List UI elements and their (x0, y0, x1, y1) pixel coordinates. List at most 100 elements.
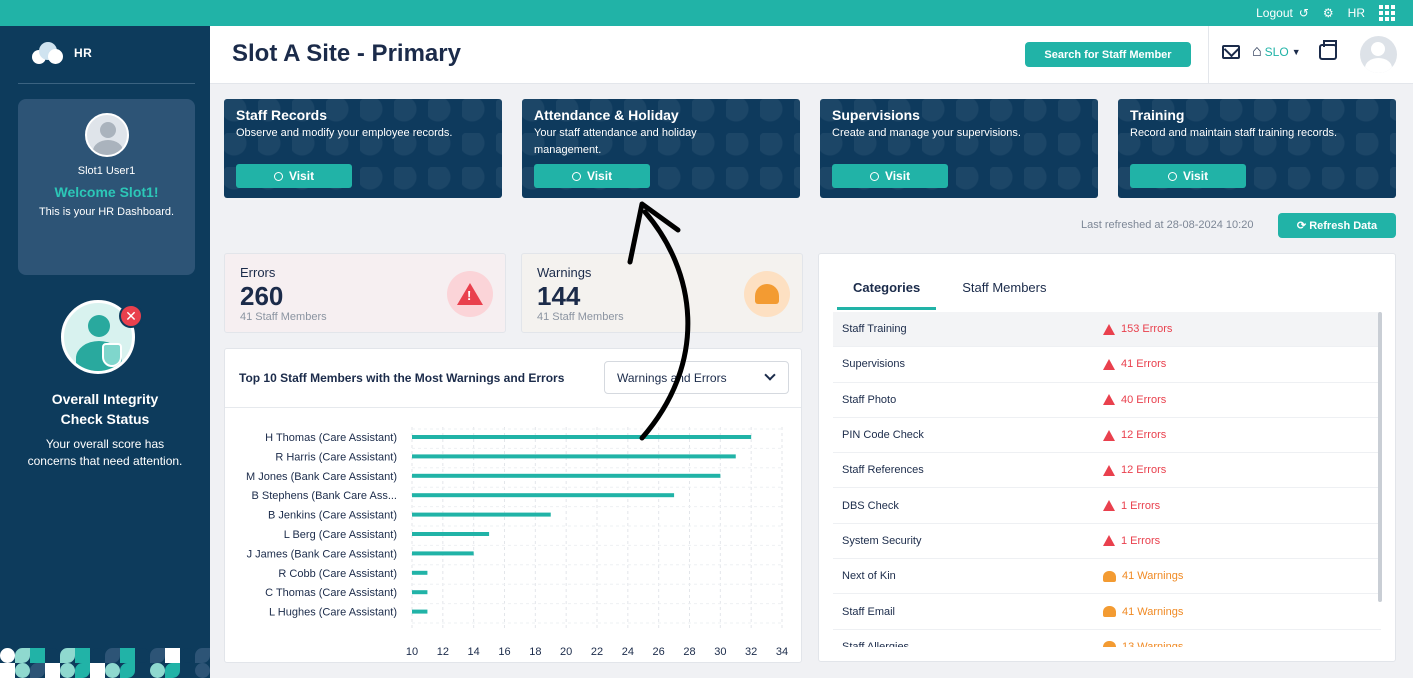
category-name: Staff Training (842, 323, 907, 336)
x-tick-label: 24 (622, 646, 634, 658)
x-tick-label: 10 (406, 646, 418, 658)
category-name: DBS Check (842, 499, 899, 512)
visit-training-button[interactable]: Visit (1130, 164, 1246, 188)
tab-categories[interactable]: Categories (837, 280, 937, 310)
category-row[interactable]: System Security 1 Errors (833, 524, 1381, 560)
bar-chart: 10 12 14 16 18 20 22 24 26 28 30 32 34 H Thomas (Care… (246, 427, 788, 658)
gear-icon[interactable]: ⚙ (1322, 6, 1334, 20)
refresh-data-button[interactable]: ⟳ Refresh Data (1278, 213, 1396, 238)
module-title: Staff Records (236, 107, 328, 123)
category-name: Staff Email (842, 605, 895, 618)
brand-logo[interactable]: HR (32, 42, 92, 64)
category-row[interactable]: DBS Check 1 Errors (833, 488, 1381, 524)
integrity-description: Your overall score has concerns that nee… (27, 437, 183, 468)
category-row[interactable]: Staff Allergies 13 Warnings (833, 630, 1381, 647)
welcome-text: Welcome Slot1! (54, 184, 159, 200)
mail-icon[interactable] (1222, 45, 1240, 59)
logout-icon: ↺ (1298, 6, 1309, 20)
header-avatar[interactable] (1360, 36, 1397, 73)
warnings-card: Warnings 144 41 Staff Members (521, 253, 803, 333)
error-alert-icon (1103, 464, 1115, 476)
visit-icon (571, 171, 581, 181)
category-row[interactable]: Supervisions 41 Errors (833, 347, 1381, 383)
bell-icon (1103, 570, 1116, 582)
error-alert-icon (1103, 394, 1115, 406)
printer-icon[interactable] (1318, 40, 1337, 60)
integrity-title: Overall Integrity Check Status (51, 391, 159, 427)
category-row[interactable]: Staff Photo 40 Errors (833, 383, 1381, 418)
warnings-sub: 41 Staff Members (537, 311, 624, 323)
top-staff-chart-card: Top 10 Staff Members with the Most Warni… (224, 348, 802, 663)
category-value: 1 Errors (1103, 500, 1160, 512)
visit-staff-records-button[interactable]: Visit (236, 164, 352, 188)
module-title: Training (1130, 107, 1185, 123)
module-attendance-holiday: Attendance & Holiday Your staff attendan… (522, 99, 800, 198)
site-code: SLO (1264, 45, 1289, 59)
sidebar-divider (18, 83, 195, 84)
y-category-label: R Harris (Care Assistant) (275, 451, 397, 463)
module-description: Record and maintain staff training recor… (1130, 127, 1338, 139)
y-category-label: R Cobb (Care Assistant) (278, 568, 397, 580)
chart-bar (412, 512, 551, 517)
chart-bar (412, 551, 474, 556)
category-row[interactable]: Next of Kin 41 Warnings (833, 559, 1381, 595)
visit-supervisions-button[interactable]: Visit (832, 164, 948, 188)
category-scrollbar[interactable] (1378, 312, 1382, 602)
categories-card: Categories Staff Members Staff Training 1… (818, 253, 1396, 662)
error-alert-icon (1103, 323, 1115, 335)
chart-filter-select[interactable]: Warnings and Errors (604, 361, 789, 394)
error-alert-icon (1103, 429, 1115, 441)
site-selector[interactable]: ⌂ SLO ▼ (1252, 43, 1301, 61)
avatar (84, 113, 129, 157)
profile-card: Slot1 User1 Welcome Slot1! This is your … (18, 99, 195, 275)
bell-icon (1103, 606, 1116, 618)
category-tabs: Categories Staff Members (837, 280, 1063, 310)
module-description: Create and manage your supervisions. (832, 127, 1021, 139)
tab-staff-members[interactable]: Staff Members (962, 280, 1047, 295)
chart-divider (225, 407, 801, 408)
caret-down-icon: ▼ (1291, 47, 1301, 57)
y-category-label: L Berg (Care Assistant) (284, 529, 397, 541)
error-alert-icon: ! (447, 271, 493, 317)
category-name: Next of Kin (842, 570, 896, 583)
top-bar: Logout ↺ ⚙ HR (0, 0, 1413, 26)
category-row[interactable]: Staff Training 153 Errors (833, 312, 1381, 348)
errors-card: Errors 260 41 Staff Members ! (224, 253, 506, 333)
chart-filter-value: Warnings and Errors (617, 370, 727, 385)
cloud-logo-icon (32, 42, 64, 64)
module-title: Supervisions (832, 107, 920, 123)
category-row[interactable]: Staff References 12 Errors (833, 453, 1381, 489)
last-refreshed-text: Last refreshed at 28-08-2024 10:20 (1081, 219, 1254, 231)
warnings-value: 144 (537, 281, 581, 311)
visit-attendance-button[interactable]: Visit (534, 164, 650, 188)
category-value: 12 Errors (1103, 429, 1166, 441)
errors-value: 260 (240, 281, 284, 311)
visit-icon (1167, 171, 1177, 181)
brand-name: HR (74, 46, 93, 60)
x-tick-label: 32 (745, 646, 757, 658)
x-tick-label: 18 (529, 646, 541, 658)
x-tick-label: 16 (498, 646, 510, 658)
visit-icon (273, 171, 283, 181)
x-tick-label: 22 (591, 646, 603, 658)
user-name: Slot1 User1 (77, 165, 136, 177)
category-row[interactable]: Staff Email 41 Warnings (833, 594, 1381, 630)
sidebar-pattern (0, 648, 210, 678)
y-category-label: B Jenkins (Care Assistant) (268, 510, 397, 522)
apps-grid-icon[interactable] (1379, 5, 1395, 21)
chart-bar (412, 609, 428, 614)
category-value: 40 Errors (1103, 394, 1166, 406)
x-tick-label: 34 (776, 646, 788, 658)
home-icon: ⌂ (1252, 43, 1262, 60)
module-supervisions: Supervisions Create and manage your supe… (820, 99, 1098, 198)
category-row[interactable]: PIN Code Check 12 Errors (833, 418, 1381, 454)
x-tick-label: 20 (560, 646, 572, 658)
category-value: 12 Errors (1103, 464, 1166, 476)
search-staff-button[interactable]: Search for Staff Member (1025, 42, 1191, 67)
errors-label: Errors (240, 265, 276, 280)
logout-button[interactable]: Logout ↺ (1256, 6, 1309, 20)
category-value: 13 Warnings (1103, 641, 1183, 647)
x-tick-label: 12 (437, 646, 449, 658)
user-initials[interactable]: HR (1347, 6, 1365, 20)
category-name: Staff Allergies (842, 640, 910, 647)
